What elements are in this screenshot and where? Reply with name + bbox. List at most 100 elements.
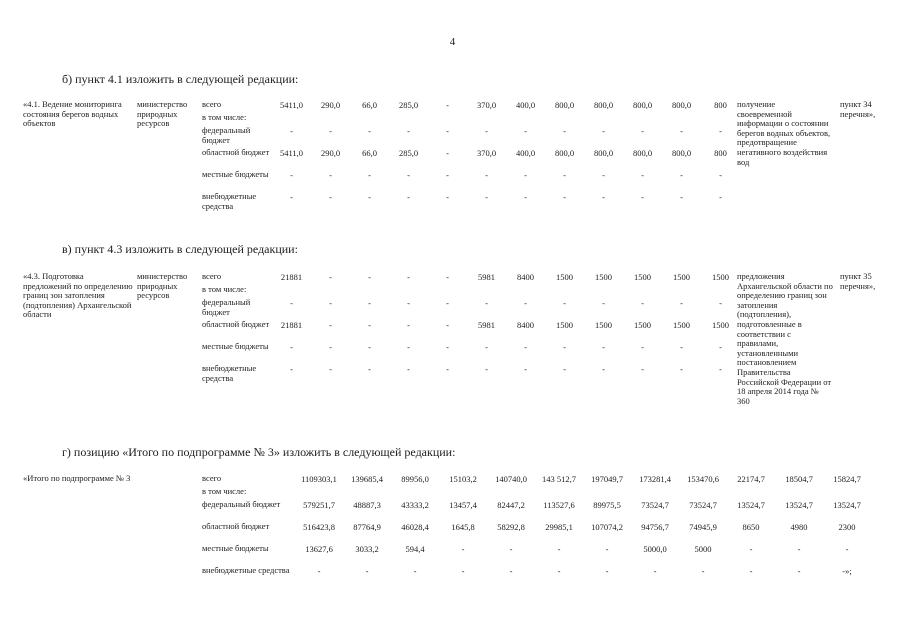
value-cell: - <box>446 342 449 352</box>
value-cell: - <box>641 364 644 374</box>
value-cell: 1500 <box>712 320 729 330</box>
executor-4-1: министерство природных ресурсов <box>137 99 188 129</box>
value-cell: - <box>524 298 527 308</box>
table-row: местные бюджеты - - - - - - - - - - - - <box>202 169 740 192</box>
value-cell: - <box>605 544 609 554</box>
row-label: местные бюджеты <box>202 169 269 179</box>
value-cell: 579251,7 <box>303 500 335 510</box>
table-row: внебюджетные средства - - - - - - - - - - - - <box>202 191 740 214</box>
value-cell: 66,0 <box>362 100 377 110</box>
value-cell: - <box>524 342 527 352</box>
row-label: областной бюджет <box>202 521 270 531</box>
value-cell: 89956,0 <box>401 474 429 484</box>
activity-4-1-title: «4.1. Ведение мониторинга состояния бере… <box>23 99 122 129</box>
value-cell: 13524,7 <box>785 500 813 510</box>
value-cell: 1500 <box>634 272 651 282</box>
value-cell: 370,0 <box>476 100 497 110</box>
value-cell: 800,0 <box>554 100 575 110</box>
value-cell: - <box>485 170 488 180</box>
value-cell: 290,0 <box>320 100 341 110</box>
value-cell: 285,0 <box>398 148 419 158</box>
table-row: федеральный бюджет - - - - - - - - - - - - <box>202 125 740 148</box>
value-cell: - <box>602 364 605 374</box>
value-cell: - <box>368 342 371 352</box>
value-cell: - <box>446 170 449 180</box>
table-row: федеральный бюджет 579251,7 48887,3 43333,2… <box>202 499 871 522</box>
value-cell: 800 <box>714 100 727 110</box>
value-cell: 1109303,1 <box>301 474 337 484</box>
row-label: областной бюджет <box>202 319 270 329</box>
value-cell: - <box>407 170 410 180</box>
value-cell: 800 <box>714 148 727 158</box>
table-row: местные бюджеты - - - - - - - - - - - - <box>202 341 740 364</box>
table-row: областной бюджет 516423,8 87764,9 46028,4 16… <box>202 521 871 544</box>
value-cell: - <box>509 566 513 576</box>
value-cell: - <box>524 170 527 180</box>
value-cell: - <box>446 192 449 202</box>
value-cell: - <box>368 170 371 180</box>
value-cell: 290,0 <box>320 148 341 158</box>
value-cell: - <box>524 364 527 374</box>
value-cell: 66,0 <box>362 148 377 158</box>
value-cell: - <box>290 192 293 202</box>
value-cell: 1500 <box>556 272 573 282</box>
value-cell: - <box>524 192 527 202</box>
section-g-heading: г) позицию «Итого по подпрограмме № 3» и… <box>62 445 456 459</box>
value-cell: 594,4 <box>405 544 425 554</box>
value-cell: 1500 <box>673 272 690 282</box>
value-cell: 143 512,7 <box>542 474 576 484</box>
value-cell: - <box>563 192 566 202</box>
value-cell: - <box>446 126 449 136</box>
value-cell: - <box>368 272 371 282</box>
row-label: областной бюджет <box>202 147 270 157</box>
value-cell: - <box>446 298 449 308</box>
value-cell: 1500 <box>673 320 690 330</box>
value-cell: 800,0 <box>593 100 614 110</box>
value-cell: - <box>407 298 410 308</box>
value-cell: 74945,9 <box>689 522 717 532</box>
table-row: всего 21881 - - - - 5981 8400 1500 1500 1500 1500 15… <box>202 271 740 285</box>
row-label: внебюджетные средства <box>202 191 257 211</box>
value-cell: - <box>701 566 705 576</box>
value-cell: 1500 <box>634 320 651 330</box>
value-cell: 5000 <box>694 544 712 554</box>
value-cell: - <box>461 544 465 554</box>
value-cell: 18504,7 <box>785 474 813 484</box>
value-cell: - <box>446 148 449 158</box>
item-ref-4-3: пункт 35 перечня», <box>840 271 876 291</box>
activity-4-3-title: «4.3. Подготовка предложений по определе… <box>23 271 133 320</box>
value-cell: - <box>368 320 371 330</box>
value-cell: - <box>368 298 371 308</box>
table-row: местные бюджеты 13627,6 3033,2 594,4 - - - - 500… <box>202 543 871 566</box>
value-cell: - <box>680 126 683 136</box>
value-cell: - <box>524 126 527 136</box>
value-cell: - <box>329 298 332 308</box>
value-cell: - <box>749 566 753 576</box>
value-cell: - <box>446 364 449 374</box>
value-cell: - <box>329 320 332 330</box>
value-cell: 8650 <box>742 522 760 532</box>
value-cell: - <box>407 192 410 202</box>
value-cell: 82447,2 <box>497 500 525 510</box>
row-label: в том числе: <box>202 486 247 496</box>
value-cell: - <box>407 342 410 352</box>
row-label: в том числе: <box>202 112 247 122</box>
value-cell: - <box>290 364 293 374</box>
table-row: федеральный бюджет - - - - - - - - - - - - <box>202 297 740 320</box>
value-cell: - <box>680 170 683 180</box>
value-cell: - <box>563 170 566 180</box>
row-label: внебюджетные средства <box>202 565 290 575</box>
value-cell: - <box>719 192 722 202</box>
value-cell: - <box>680 192 683 202</box>
value-cell: - <box>446 320 449 330</box>
table-row: всего 1109303,1 139685,4 89956,0 15103,2 1407… <box>202 473 871 487</box>
value-cell: - <box>446 272 449 282</box>
value-cell: 29985,1 <box>545 522 573 532</box>
value-cell: - <box>602 192 605 202</box>
value-cell: - <box>290 126 293 136</box>
page-number: 4 <box>449 36 456 48</box>
value-cell: - <box>317 566 321 576</box>
value-cell: - <box>719 364 722 374</box>
value-cell: - <box>461 566 465 576</box>
